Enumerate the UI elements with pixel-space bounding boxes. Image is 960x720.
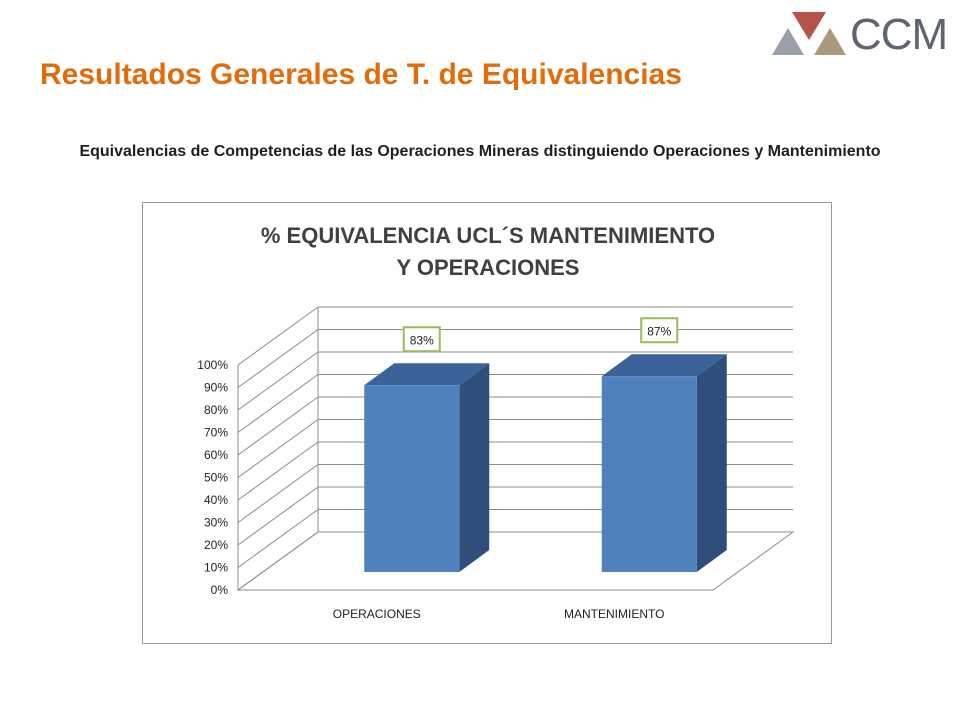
data-label-box — [402, 326, 441, 353]
y-tick-label: 40% — [204, 493, 228, 507]
y-tick-label: 70% — [204, 426, 228, 440]
y-tick-label: 90% — [204, 381, 228, 395]
bar — [364, 385, 460, 572]
y-tick-label: 0% — [211, 583, 229, 597]
x-tick-label: MANTENIMIENTO — [564, 607, 664, 621]
side-gridline — [237, 396, 319, 456]
y-tick-label: 80% — [204, 403, 228, 417]
y-tick-label: 50% — [204, 471, 228, 485]
data-label-box — [640, 317, 679, 344]
chart-title-line: Y OPERACIONES — [397, 255, 580, 280]
y-tick-label: 100% — [197, 358, 228, 372]
side-gridline — [237, 441, 319, 501]
chart-frame: % EQUIVALENCIA UCL´S MANTENIMIENTO Y OPER… — [142, 202, 832, 644]
slide-subtitle: Equivalencias de Competencias de las Ope… — [79, 143, 881, 160]
data-label: 87% — [647, 324, 671, 338]
chart-floor — [236, 531, 795, 591]
side-gridline — [237, 486, 319, 546]
side-gridline — [237, 374, 319, 433]
bar-side — [696, 354, 727, 572]
x-tick-label: OPERACIONES — [333, 607, 421, 621]
y-tick-label: 30% — [204, 516, 228, 530]
y-tick-label: 60% — [204, 448, 228, 462]
bar-side — [459, 363, 490, 572]
ccm-logo-icon — [772, 12, 846, 55]
bar — [601, 376, 697, 572]
side-gridline — [237, 464, 319, 523]
equivalence-chart: % EQUIVALENCIA UCL´S MANTENIMIENTO Y OPER… — [197, 223, 795, 621]
data-label: 83% — [410, 333, 434, 347]
y-tick-label: 20% — [204, 538, 228, 552]
side-gridline — [237, 329, 319, 388]
y-tick-label: 10% — [204, 561, 228, 575]
slide-title: Resultados Generales de T. de Equivalenc… — [40, 58, 682, 91]
logo-text: CCM — [850, 10, 948, 59]
chart-title-line: % EQUIVALENCIA UCL´S MANTENIMIENTO — [261, 223, 715, 248]
side-gridline — [237, 419, 319, 478]
side-gridline — [237, 509, 319, 568]
side-gridline — [237, 351, 319, 411]
bar-top — [364, 363, 490, 386]
bar-top — [601, 354, 727, 377]
side-gridline — [237, 306, 319, 366]
